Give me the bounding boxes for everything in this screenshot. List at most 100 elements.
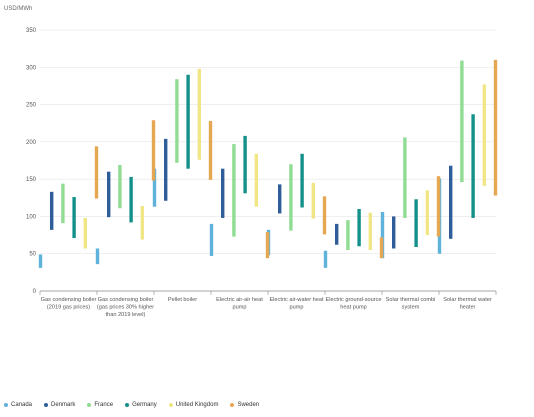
category-label-line: than 2019 level)	[106, 312, 146, 318]
bar-france	[118, 164, 122, 209]
y-axis-label: USD/MWh	[4, 6, 32, 12]
bar-germany	[414, 199, 418, 248]
bar-sweden	[493, 59, 498, 196]
legend-item: Germany	[125, 402, 157, 408]
bar-sweden	[151, 120, 156, 181]
bar-denmark	[221, 168, 225, 218]
category-label: Gas condensing boiler (gas prices 30% hig…	[97, 297, 154, 318]
bar-canada	[95, 248, 100, 265]
bar-france	[346, 220, 350, 250]
legend-swatch	[230, 403, 235, 407]
bar-france	[175, 79, 179, 163]
legend-label: Sweden	[237, 402, 260, 408]
bar-germany	[471, 114, 475, 218]
legend-label: United Kingdom	[175, 402, 219, 408]
bar-united-kingdom	[311, 182, 315, 219]
bar-germany	[129, 176, 133, 223]
legend-label: Germany	[132, 402, 157, 408]
bar-france	[232, 144, 236, 237]
gridlines	[40, 29, 496, 292]
bar-denmark	[50, 191, 54, 230]
chart-area: USD/MWh 0 50 100 150 200 250 300 350 Gas conden…	[4, 6, 498, 318]
bar-denmark	[449, 165, 453, 239]
bar-united-kingdom	[254, 153, 258, 207]
legend-label: France	[94, 402, 114, 408]
legend-label: Denmark	[51, 402, 76, 408]
category-label-line: Electric air-air heat	[216, 297, 263, 303]
bar-germany	[357, 208, 361, 247]
category-label-line: (2019 gas prices)	[47, 305, 90, 311]
legend-swatch	[87, 403, 92, 407]
y-tick-label: 300	[26, 65, 37, 71]
legend-swatch	[44, 403, 49, 407]
legend-label: Canada	[11, 402, 33, 408]
bar-germany	[186, 74, 190, 169]
category-label: Pellet boiler	[168, 297, 197, 303]
bar-sweden	[322, 196, 327, 235]
bar-canada	[323, 250, 328, 268]
y-tick-label: 350	[26, 28, 37, 34]
category-label-line: Solar thermal water	[443, 297, 492, 303]
legend: Canada Denmark France Germany United Kingdom…	[4, 402, 271, 408]
category-label-line: Solar thermal combi	[386, 297, 436, 303]
category-label: Electric air-water heat pump	[269, 297, 324, 311]
y-tick-label: 0	[33, 289, 37, 295]
bar-united-kingdom	[482, 84, 486, 186]
legend-swatch	[4, 403, 8, 407]
legend-item: France	[87, 402, 113, 408]
bar-france	[460, 60, 464, 183]
category-label-line: Gas condensing boiler	[41, 297, 97, 303]
category-label-line: Pellet boiler	[168, 297, 197, 303]
y-tick-label: 50	[29, 252, 36, 258]
bar-germany	[72, 197, 76, 239]
category-label-line: pump	[233, 305, 247, 311]
category-label-line: Electric ground-source	[326, 297, 382, 303]
y-tick-label: 250	[26, 103, 37, 109]
bar-germany	[300, 153, 304, 208]
legend-item: Sweden	[230, 402, 259, 408]
bar-united-kingdom	[368, 212, 372, 250]
bar-denmark	[107, 171, 111, 218]
category-label-line: pump	[290, 305, 304, 311]
bar-canada	[209, 223, 214, 256]
y-tick-label: 150	[26, 177, 37, 183]
category-label-line: (gas prices 30% higher	[97, 305, 154, 311]
bar-canada	[380, 211, 385, 259]
bar-sweden	[265, 232, 270, 259]
bar-united-kingdom	[140, 205, 144, 240]
bar-denmark	[392, 216, 396, 249]
legend-swatch	[125, 403, 130, 407]
bar-france	[403, 137, 407, 218]
category-label: Solar thermal water heater	[443, 297, 492, 311]
category-label: Electric air-air heat pump	[216, 297, 263, 311]
bar-sweden	[436, 176, 441, 237]
y-tick-label: 200	[26, 140, 37, 146]
legend-item: United Kingdom	[168, 402, 219, 408]
category-label-line: system	[402, 305, 420, 311]
bars	[38, 59, 498, 268]
category-label: Electric ground-source heat pump	[326, 297, 382, 311]
category-label: Solar thermal combi system	[386, 297, 436, 311]
category-label-line: Electric air-water heat	[269, 297, 324, 303]
legend-swatch	[168, 403, 173, 407]
category-separators	[39, 291, 497, 295]
category-label-line: heat pump	[340, 305, 366, 311]
legend-item: Denmark	[44, 402, 75, 408]
bar-germany	[243, 135, 247, 194]
y-tick-label: 100	[26, 214, 37, 220]
bar-united-kingdom	[197, 68, 201, 160]
category-label-line: Gas condensing boiler	[98, 297, 154, 303]
legend-item: Canada	[4, 402, 32, 408]
bar-denmark	[278, 184, 282, 214]
category-label: Gas condensing boiler (2019 gas prices)	[41, 297, 97, 311]
bar-france	[289, 164, 293, 231]
bar-canada	[38, 254, 43, 268]
bar-sweden	[208, 120, 213, 180]
bar-canada	[152, 168, 157, 207]
y-tick-labels: 0 50 100 150 200 250 300 350	[26, 28, 37, 295]
category-label-line: heater	[460, 305, 476, 311]
bar-united-kingdom	[83, 217, 87, 249]
bar-united-kingdom	[425, 190, 429, 236]
bar-france	[61, 183, 65, 224]
bar-sweden	[379, 237, 384, 259]
